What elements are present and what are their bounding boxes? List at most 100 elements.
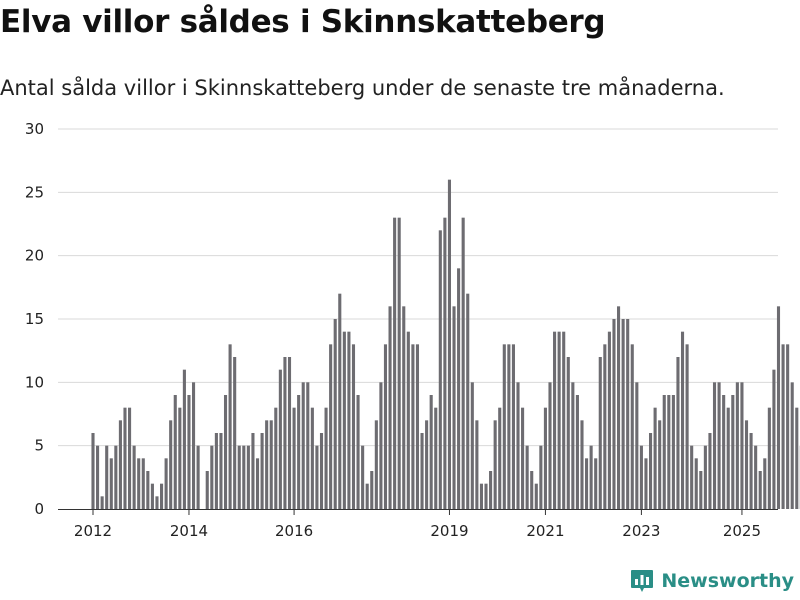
x-axis-ticks: 2012 2014 2016 2019 2021 2023 2025	[74, 509, 761, 540]
bar	[324, 407, 328, 509]
bar	[726, 407, 730, 509]
bar	[114, 445, 118, 509]
y-tick-label: 20	[25, 247, 44, 265]
bar	[379, 382, 383, 509]
bar	[598, 357, 602, 509]
bar	[543, 407, 547, 509]
bar	[786, 344, 790, 509]
bar	[365, 483, 369, 509]
bar	[571, 382, 575, 509]
y-tick-label: 15	[25, 310, 44, 328]
bar	[251, 433, 255, 509]
bar	[255, 458, 260, 509]
bar	[457, 268, 461, 509]
bar	[351, 344, 356, 509]
bar	[402, 306, 406, 509]
bar	[347, 331, 351, 509]
bar	[662, 395, 666, 509]
bar	[415, 344, 420, 509]
bar	[269, 420, 273, 509]
bar	[393, 217, 397, 510]
bar	[635, 382, 639, 509]
bar	[667, 395, 671, 509]
bars	[91, 179, 800, 510]
bar	[214, 433, 218, 509]
bar	[644, 458, 648, 509]
bar	[708, 433, 712, 509]
bar	[694, 458, 698, 509]
bar	[274, 407, 278, 509]
y-tick-label: 25	[25, 183, 44, 201]
bar	[589, 445, 593, 509]
bar	[265, 420, 269, 509]
bar	[452, 306, 456, 509]
bar	[329, 344, 333, 509]
bar	[237, 445, 241, 509]
bar	[699, 471, 703, 509]
bar	[333, 319, 337, 509]
bar	[498, 407, 502, 509]
bar	[447, 179, 452, 510]
y-tick-label: 5	[34, 437, 44, 455]
bar	[306, 382, 310, 509]
bar	[283, 357, 287, 509]
bar	[434, 407, 438, 509]
bar	[690, 445, 694, 509]
x-tick-label: 2023	[622, 522, 660, 540]
bar	[182, 369, 186, 509]
bar	[553, 331, 557, 509]
bar	[141, 458, 145, 509]
bar	[338, 293, 342, 509]
bar	[685, 344, 689, 509]
bar	[205, 471, 209, 509]
bar	[493, 420, 497, 509]
bar	[749, 433, 753, 509]
bar	[489, 471, 493, 509]
bar	[118, 420, 122, 509]
bar	[370, 471, 374, 509]
bar	[169, 420, 173, 509]
bar	[466, 293, 470, 509]
bar	[128, 407, 132, 509]
bar	[612, 319, 616, 509]
x-tick-label: 2021	[526, 522, 564, 540]
bar	[479, 483, 483, 509]
bar	[388, 306, 392, 509]
bar	[310, 407, 314, 509]
bar	[475, 420, 479, 509]
bar	[530, 471, 534, 509]
x-tick-label: 2025	[723, 522, 761, 540]
bar	[534, 483, 538, 509]
bar	[228, 344, 232, 509]
bar	[539, 445, 543, 509]
bar	[246, 445, 250, 509]
bar	[722, 395, 726, 509]
bar	[548, 382, 552, 509]
bar	[562, 331, 566, 509]
bar	[525, 445, 529, 509]
bar	[383, 344, 388, 509]
bar	[233, 357, 237, 509]
bar	[521, 407, 525, 509]
bar	[507, 344, 511, 509]
bar	[150, 483, 154, 509]
bar	[626, 319, 630, 509]
bar	[315, 445, 319, 509]
bar	[653, 407, 657, 509]
bar	[420, 433, 424, 509]
bar	[717, 382, 721, 509]
bar	[319, 433, 324, 509]
bar	[155, 496, 159, 509]
y-tick-label: 10	[25, 373, 44, 391]
bar	[178, 407, 182, 509]
bar	[516, 382, 520, 509]
bar	[607, 331, 611, 509]
bar	[105, 445, 109, 509]
bar	[260, 433, 264, 509]
bar	[712, 382, 717, 509]
bar	[219, 433, 223, 509]
bar	[763, 458, 767, 509]
bar	[100, 496, 104, 509]
x-tick-label: 2012	[74, 522, 112, 540]
